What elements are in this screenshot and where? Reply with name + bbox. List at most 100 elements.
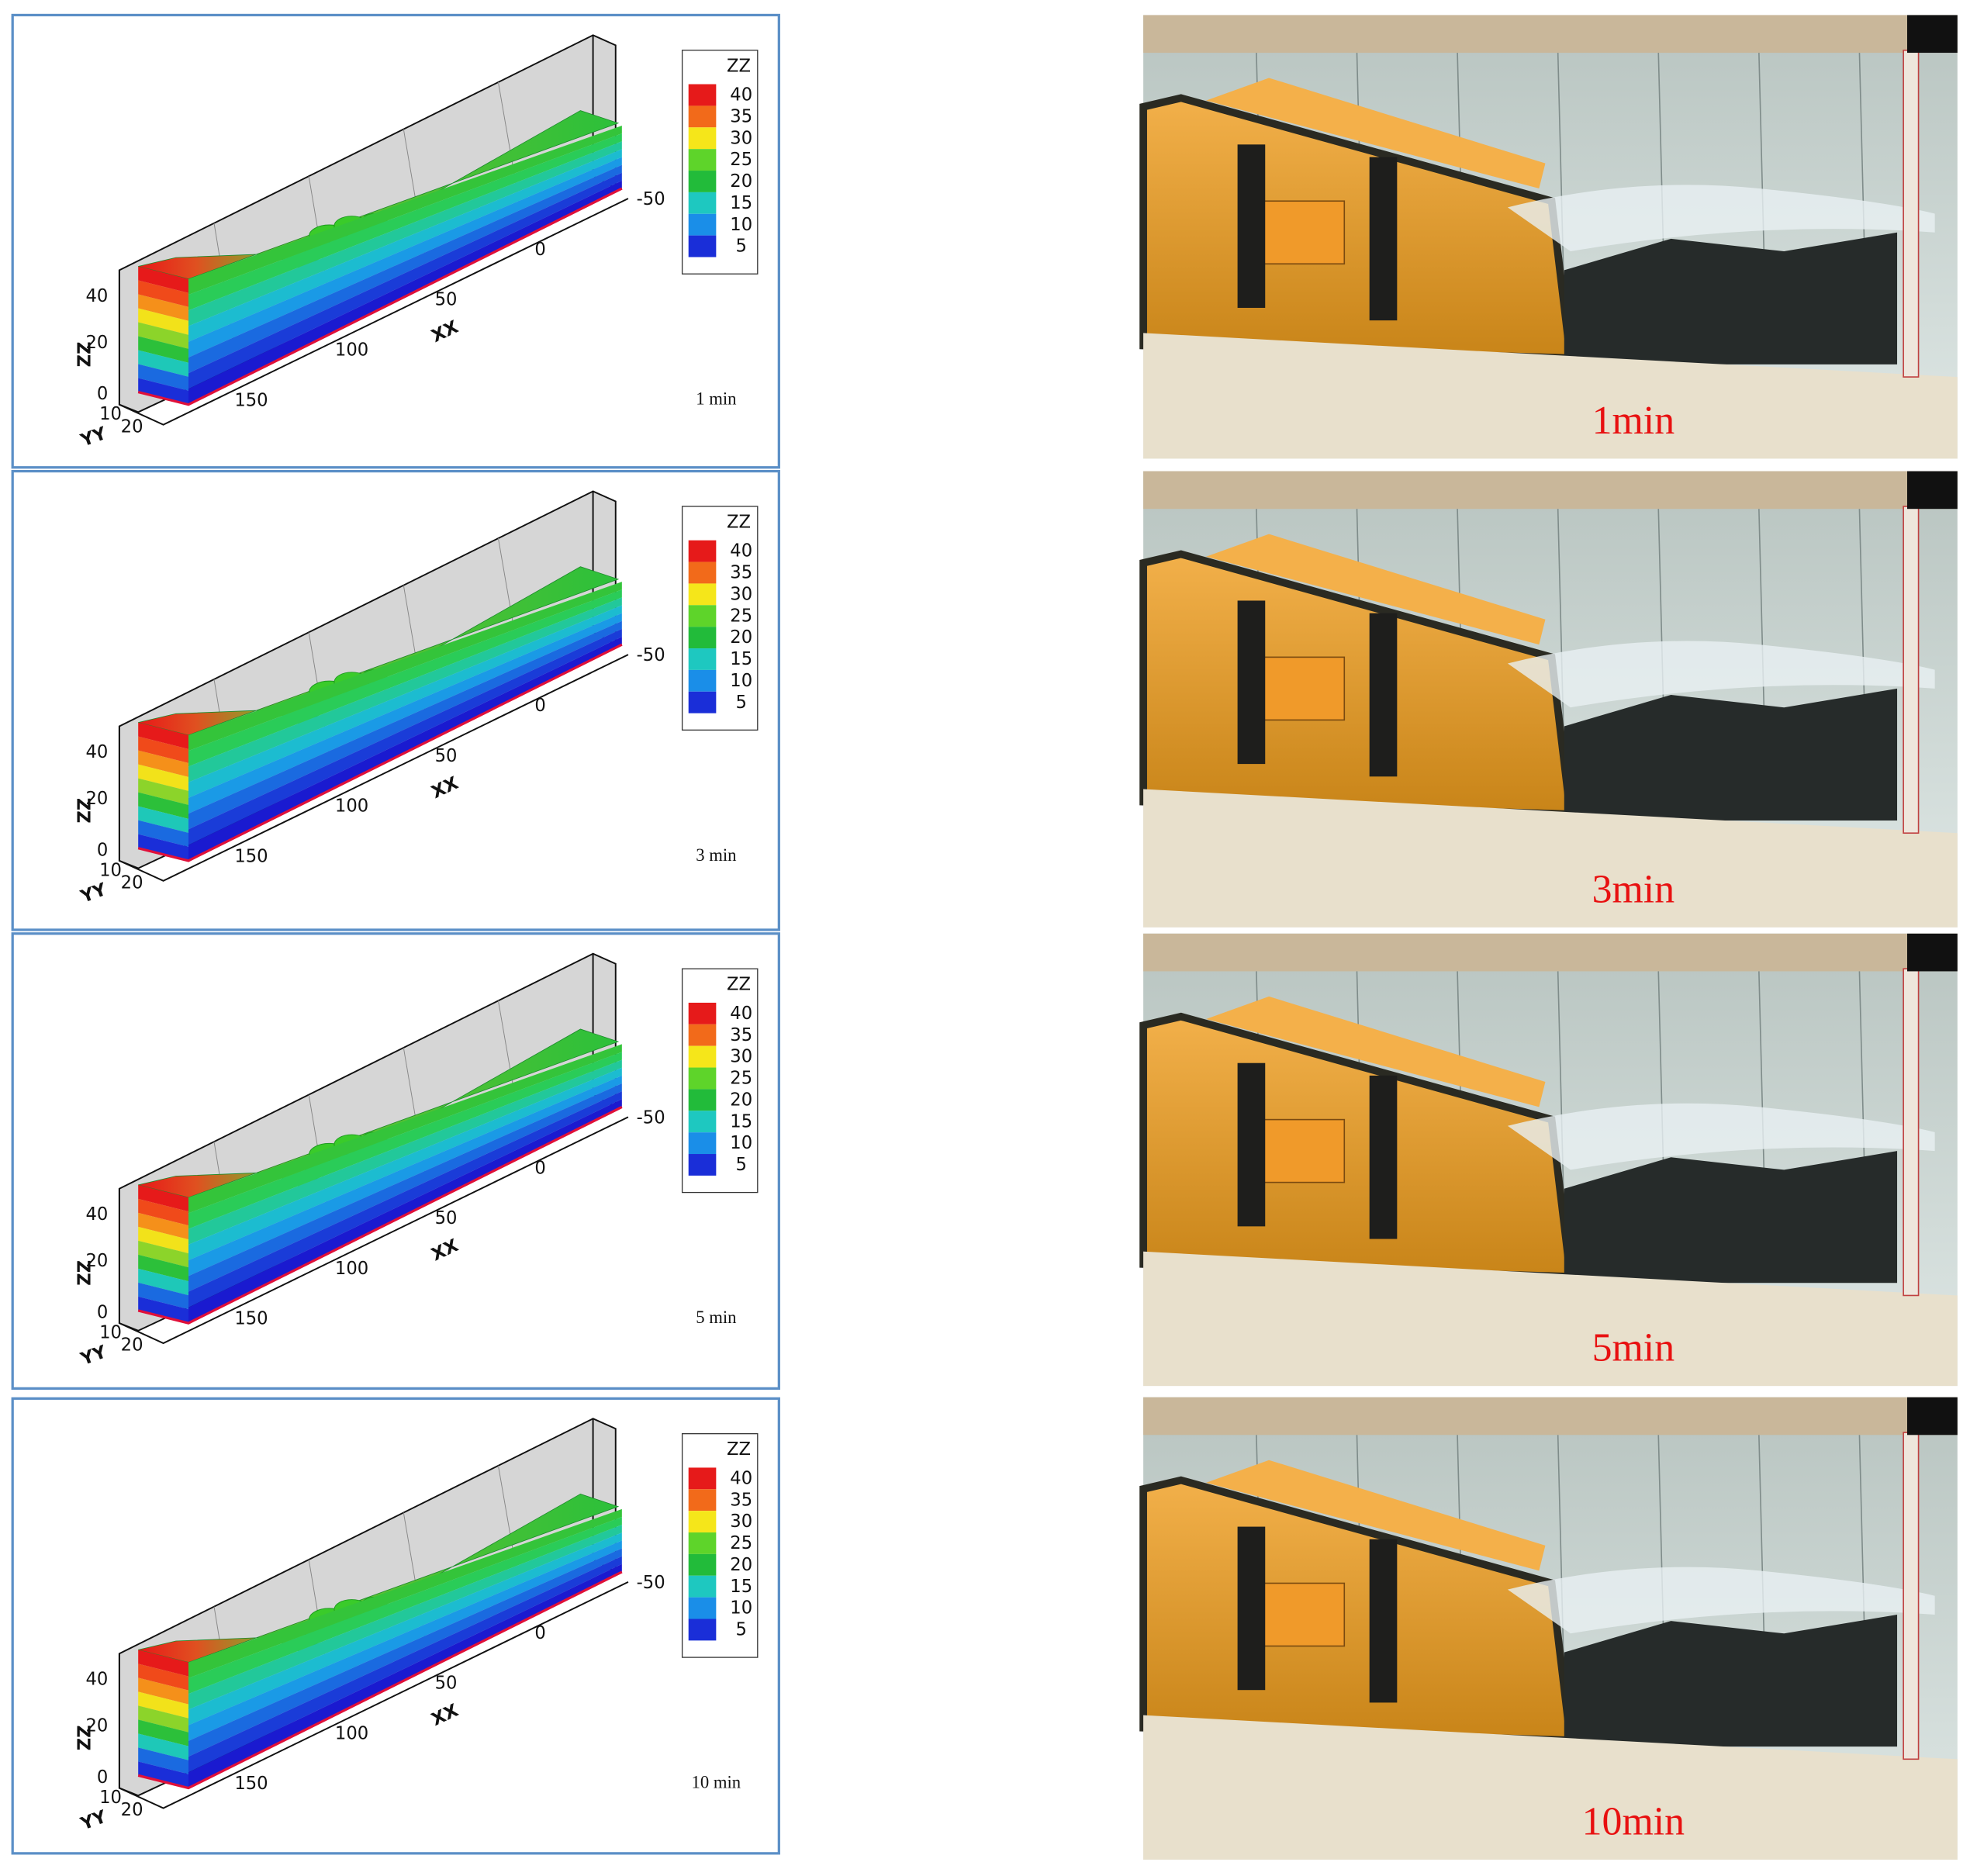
face-band bbox=[188, 1052, 622, 1229]
legend-swatch bbox=[688, 1553, 717, 1576]
label-sign bbox=[1262, 656, 1346, 721]
bottom-rail bbox=[1143, 1251, 1958, 1387]
face-band bbox=[188, 1044, 622, 1214]
z-tick-label: 40 bbox=[85, 286, 108, 306]
legend-swatch bbox=[688, 149, 717, 171]
legend-level: 20 bbox=[730, 627, 752, 648]
block-band bbox=[138, 1691, 188, 1719]
x-tick-label: -50 bbox=[637, 1573, 665, 1593]
z-tick-label: 0 bbox=[97, 1303, 108, 1323]
legend-swatch bbox=[688, 1002, 717, 1024]
strap bbox=[1237, 144, 1266, 308]
dam-crest bbox=[1206, 78, 1546, 189]
x-tick-label: -50 bbox=[637, 1107, 665, 1128]
x-tick-label: 0 bbox=[534, 240, 545, 260]
block-band bbox=[138, 820, 188, 847]
strap bbox=[1237, 1062, 1266, 1227]
legend-swatch bbox=[688, 583, 717, 606]
x-tick-label: 100 bbox=[335, 340, 368, 361]
face-band bbox=[188, 589, 622, 767]
glass-grid bbox=[1557, 1435, 1565, 1684]
box-frame bbox=[118, 198, 629, 426]
bottom-rail bbox=[1143, 333, 1958, 459]
y-tick-label: 10 bbox=[99, 1323, 122, 1343]
glass-grid bbox=[1557, 509, 1565, 758]
block-band bbox=[138, 1677, 188, 1705]
legend-title: ZZ bbox=[727, 512, 751, 532]
legend-swatch bbox=[688, 213, 717, 236]
face-band bbox=[188, 620, 622, 830]
legend-swatch bbox=[688, 561, 717, 584]
x-tick-label: 150 bbox=[234, 390, 268, 410]
block-band bbox=[138, 1705, 188, 1733]
x-tick-label: 0 bbox=[534, 1623, 545, 1643]
time-label: 1 min bbox=[696, 389, 736, 409]
z-tick-label: 40 bbox=[85, 742, 108, 762]
block-band bbox=[138, 1664, 188, 1691]
legend-level: 5 bbox=[736, 237, 747, 257]
z-axis-title: ZZ bbox=[75, 341, 95, 367]
legend-level: 20 bbox=[730, 1555, 752, 1575]
legend-level: 5 bbox=[736, 693, 747, 713]
face-band bbox=[188, 637, 622, 861]
box-frame bbox=[118, 1116, 629, 1345]
photo-time-label: 5min bbox=[1592, 1326, 1675, 1370]
water-flow bbox=[1507, 641, 1935, 708]
x-tick-label: 0 bbox=[534, 696, 545, 716]
z-axis-title: ZZ bbox=[75, 1725, 95, 1750]
experiment-photo: 10min bbox=[1139, 1397, 1958, 1860]
ruler-cap bbox=[1907, 471, 1958, 510]
face-band bbox=[188, 1563, 622, 1788]
x-tick-label: 100 bbox=[335, 796, 368, 817]
legend-swatch bbox=[688, 691, 717, 713]
legend-title: ZZ bbox=[727, 56, 751, 76]
legend-level: 15 bbox=[730, 1577, 752, 1597]
box-frame bbox=[118, 654, 629, 882]
legend-swatch bbox=[688, 1045, 717, 1068]
x-tick-label: 50 bbox=[435, 746, 458, 766]
block-band bbox=[138, 792, 188, 819]
legend-swatch bbox=[688, 1467, 717, 1490]
block-band bbox=[138, 1226, 188, 1254]
gravel bbox=[1564, 688, 1898, 821]
dam-crest bbox=[1206, 996, 1546, 1107]
block-band bbox=[138, 364, 188, 391]
block-band bbox=[138, 336, 188, 363]
face-band bbox=[188, 582, 622, 751]
face-band bbox=[188, 172, 622, 389]
block-band bbox=[138, 294, 188, 321]
z-tick-label: 0 bbox=[97, 840, 108, 860]
strap bbox=[1369, 613, 1398, 777]
legend-level: 40 bbox=[730, 1004, 752, 1024]
time-label: 5 min bbox=[696, 1308, 736, 1327]
face-band bbox=[188, 1091, 622, 1308]
legend-swatch bbox=[688, 1619, 717, 1641]
face-band bbox=[188, 1556, 622, 1773]
ruler bbox=[1903, 1432, 1920, 1760]
glass-grid bbox=[1557, 971, 1565, 1221]
block-band bbox=[138, 1282, 188, 1310]
photo-time-label: 10min bbox=[1582, 1800, 1685, 1844]
legend-swatch bbox=[688, 627, 717, 649]
z-tick-label: 40 bbox=[85, 1670, 108, 1690]
face-band bbox=[188, 1532, 622, 1726]
block-band bbox=[138, 764, 188, 791]
legend-level: 25 bbox=[730, 1069, 752, 1089]
bottom-edge bbox=[137, 1570, 623, 1790]
block-band bbox=[138, 350, 188, 377]
x-tick-label: 100 bbox=[335, 1723, 368, 1743]
legend-swatch bbox=[688, 1532, 717, 1554]
legend-level: 25 bbox=[730, 606, 752, 626]
dam-crest bbox=[1206, 534, 1546, 645]
block-band bbox=[138, 1747, 188, 1774]
legend-level: 15 bbox=[730, 1111, 752, 1131]
x-tick-label: 150 bbox=[234, 1774, 268, 1794]
face-band bbox=[188, 605, 622, 798]
legend-level: 15 bbox=[730, 649, 752, 669]
block-band bbox=[138, 778, 188, 805]
face-band bbox=[188, 133, 622, 311]
face-band bbox=[188, 1525, 622, 1710]
box-frame bbox=[118, 1581, 629, 1809]
strap bbox=[1369, 1539, 1398, 1703]
